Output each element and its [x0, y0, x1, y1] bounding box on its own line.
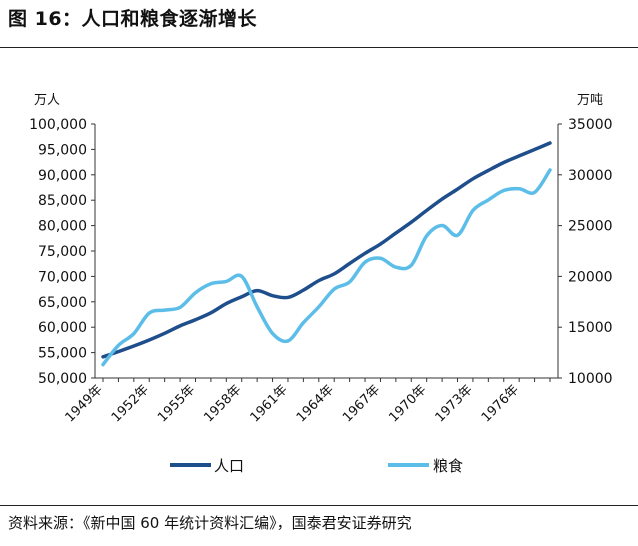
x-tick-label: 1967年: [340, 382, 383, 425]
right-tick-label: 15000: [568, 320, 613, 336]
title-divider: [0, 47, 638, 48]
source-note: 资料来源：《新中国 60 年统计资料汇编》，国泰君安证券研究: [8, 514, 412, 532]
left-axis-unit: 万人: [34, 93, 60, 108]
page-title: 图 16：人口和粮食逐渐增长: [8, 8, 258, 30]
left-axis-ticks: 50,000 55,000 60,000 65,000 70,000 75,000 80,0…: [29, 117, 95, 387]
right-tick-label: 30000: [568, 168, 613, 184]
x-tick-label: 1952年: [109, 382, 152, 425]
x-tick-label: 1970年: [386, 382, 429, 425]
right-tick-label: 35000: [568, 117, 613, 133]
right-tick-label: 20000: [568, 269, 613, 285]
left-tick-label: 80,000: [38, 219, 87, 235]
left-tick-label: 95,000: [38, 142, 87, 158]
right-axis-unit: 万吨: [577, 93, 603, 108]
right-axis-ticks: 10000 15000 20000 25000 30000 35000: [558, 117, 613, 387]
chart: 万人 万吨 50,000 55,000 60,000 65,000 70,000 75,0…: [29, 93, 613, 475]
left-tick-label: 50,000: [38, 371, 87, 387]
x-tick-label: 1964年: [294, 382, 337, 425]
x-tick-label: 1955年: [155, 382, 198, 425]
x-tick-label: 1958年: [201, 382, 244, 425]
series-line-grain: [101, 168, 552, 367]
left-tick-label: 90,000: [38, 168, 87, 184]
x-axis-ticks: 1949年 1952年 1955年 1958年 1961年 1964年 1967年 1970年…: [63, 378, 551, 425]
legend: 人口 粮食: [170, 457, 463, 475]
left-tick-label: 85,000: [38, 193, 87, 209]
legend-label-population: 人口: [214, 457, 244, 475]
legend-label-grain: 粮食: [433, 457, 463, 475]
right-tick-label: 10000: [568, 371, 613, 387]
left-tick-label: 100,000: [29, 117, 87, 133]
left-tick-label: 60,000: [38, 320, 87, 336]
axes: [94, 124, 559, 379]
series-line-population: [101, 141, 552, 359]
series-lines: [101, 141, 552, 367]
source-divider: [0, 505, 638, 506]
left-tick-label: 70,000: [38, 269, 87, 285]
left-tick-label: 55,000: [38, 346, 87, 362]
x-tick-label: 1961年: [248, 382, 291, 425]
left-tick-label: 65,000: [38, 295, 87, 311]
x-tick-label: 1949年: [63, 382, 106, 425]
x-tick-label: 1973年: [433, 382, 476, 425]
left-tick-label: 75,000: [38, 244, 87, 260]
x-tick-label: 1976年: [479, 382, 522, 425]
right-tick-label: 25000: [568, 219, 613, 235]
